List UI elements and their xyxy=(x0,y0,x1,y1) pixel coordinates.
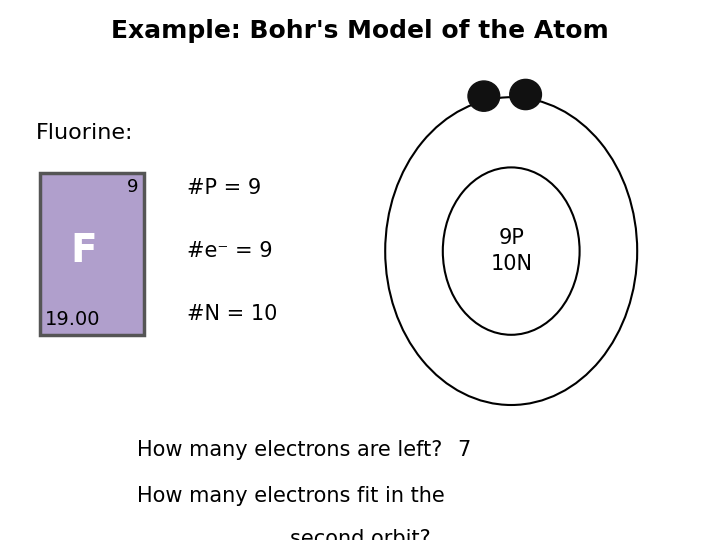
Text: How many electrons fit in the: How many electrons fit in the xyxy=(137,486,444,506)
Text: Fluorine:: Fluorine: xyxy=(36,123,133,143)
Text: 19.00: 19.00 xyxy=(45,310,101,329)
Ellipse shape xyxy=(468,81,500,111)
Text: 7: 7 xyxy=(457,440,470,460)
Ellipse shape xyxy=(510,79,541,110)
Text: second orbit?: second orbit? xyxy=(289,529,431,540)
FancyBboxPatch shape xyxy=(40,173,144,335)
Text: Example: Bohr's Model of the Atom: Example: Bohr's Model of the Atom xyxy=(111,19,609,43)
Ellipse shape xyxy=(443,167,580,335)
Text: 9P
10N: 9P 10N xyxy=(490,228,532,274)
Text: #e⁻ = 9: #e⁻ = 9 xyxy=(187,240,273,261)
Text: #P = 9: #P = 9 xyxy=(187,178,261,198)
Text: #N = 10: #N = 10 xyxy=(187,304,278,324)
Ellipse shape xyxy=(385,97,637,405)
Text: F: F xyxy=(70,232,96,269)
Text: 9: 9 xyxy=(127,178,138,196)
Text: How many electrons are left?: How many electrons are left? xyxy=(137,440,442,460)
